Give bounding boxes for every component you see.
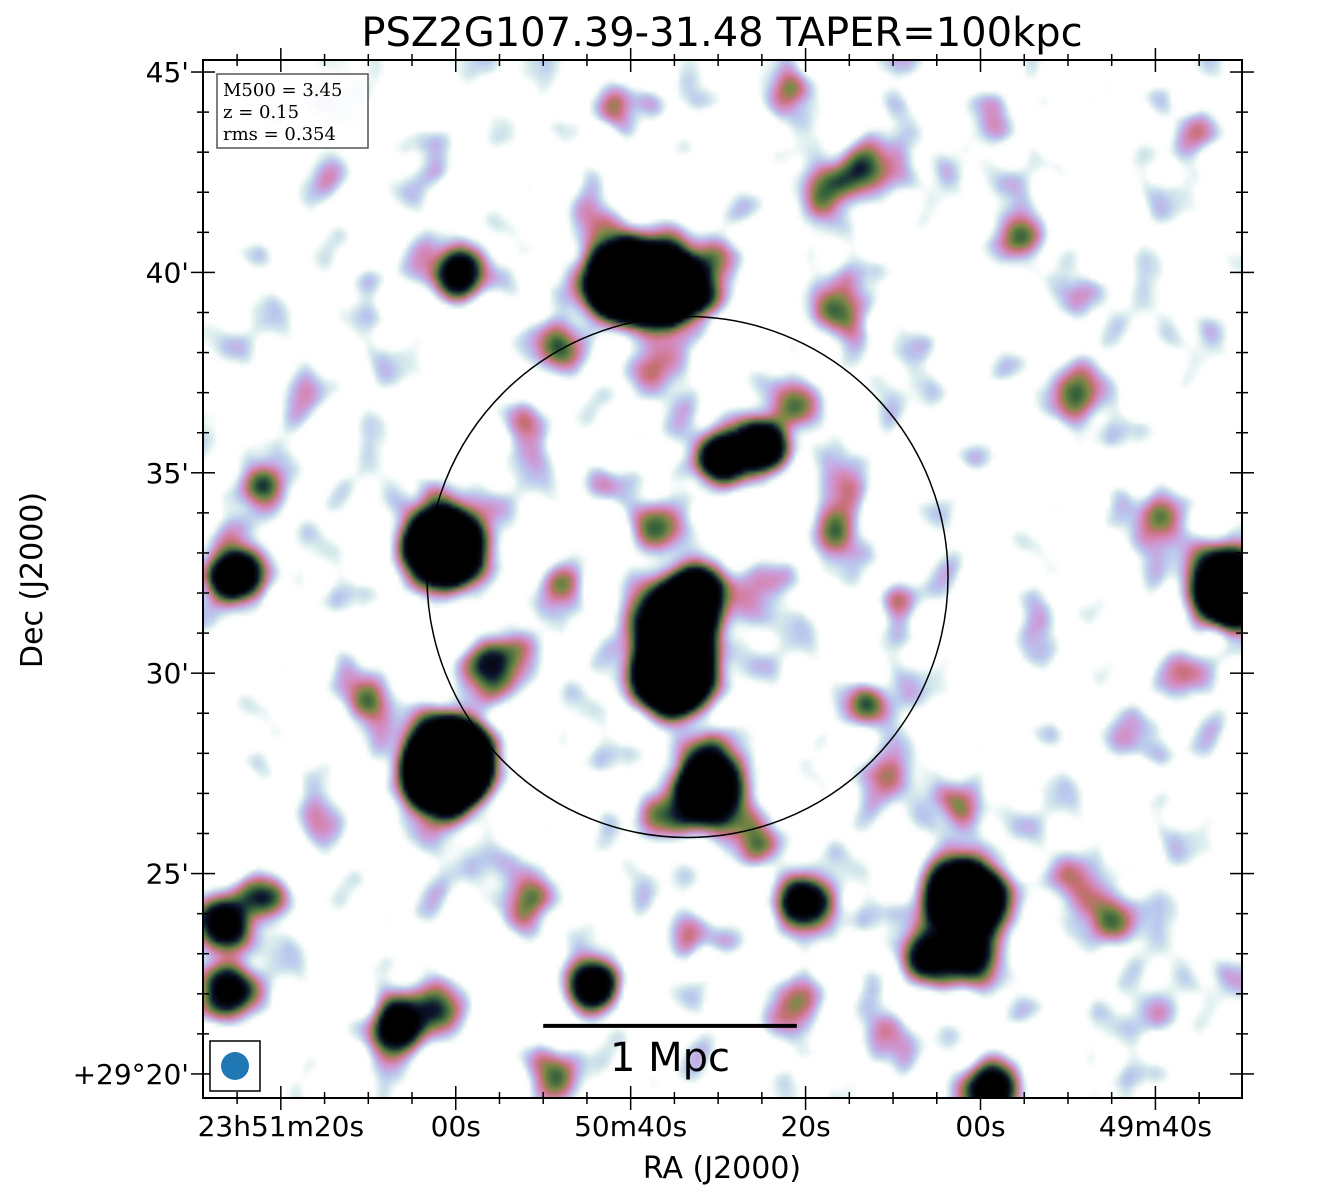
y-tick-label: +29°20' <box>73 1058 189 1091</box>
beam-ellipse <box>221 1052 249 1080</box>
info-box-frame <box>216 73 369 149</box>
scale-bar: 1 Mpc <box>543 1023 797 1081</box>
info-box: M500 = 3.45 z = 0.15 rms = 0.354 <box>216 73 369 149</box>
r500-circle <box>426 315 949 839</box>
chart-title: PSZ2G107.39-31.48 TAPER=100kpc <box>361 10 1082 56</box>
y-tick-label: 30' <box>146 657 189 690</box>
x-tick-label: 23h51m20s <box>198 1110 365 1143</box>
y-tick-label: 40' <box>146 256 189 289</box>
x-tick-label: 00s <box>431 1110 481 1143</box>
x-tick-label: 20s <box>780 1110 830 1143</box>
radio-map <box>203 60 1242 1098</box>
plot-area <box>202 59 1243 1099</box>
plot-frame <box>202 59 1243 1099</box>
y-axis-title: Dec (J2000) <box>15 492 50 668</box>
x-axis-ticks: 23h51m20s 00s 50m40s 20s 00s 49m40s <box>198 48 1212 1143</box>
info-mass: M500 = 3.45 <box>223 80 342 101</box>
beam-indicator <box>209 1040 261 1092</box>
x-axis-title: RA (J2000) <box>643 1151 801 1186</box>
x-tick-label: 00s <box>955 1110 1005 1143</box>
y-tick-label: 45' <box>146 56 189 89</box>
scale-bar-label: 1 Mpc <box>610 1035 730 1081</box>
info-redshift: z = 0.15 <box>223 102 299 123</box>
y-tick-label: 25' <box>146 858 189 891</box>
y-tick-label: 35' <box>146 457 189 490</box>
info-rms: rms = 0.354 <box>223 124 336 145</box>
x-tick-label: 50m40s <box>574 1110 687 1143</box>
y-axis-ticks: 45' 40' 35' 30' 25' +29°20' <box>73 56 1254 1091</box>
x-tick-label: 49m40s <box>1099 1110 1212 1143</box>
